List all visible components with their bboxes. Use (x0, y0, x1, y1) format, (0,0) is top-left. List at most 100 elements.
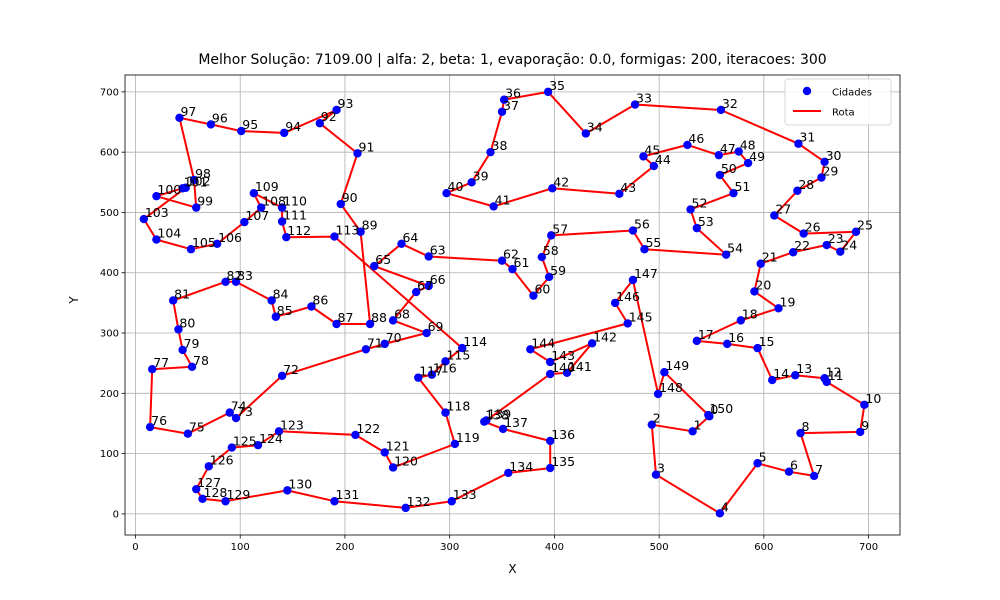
city-point (397, 239, 406, 249)
city-label: 36 (505, 86, 521, 101)
city-label: 48 (740, 138, 756, 153)
city-point (651, 470, 661, 479)
city-label: 10 (865, 391, 881, 406)
city-label: 74 (231, 399, 247, 414)
city-label: 25 (857, 218, 873, 233)
city-label: 126 (210, 452, 234, 467)
x-tick-label: 100 (231, 542, 250, 553)
city-point (353, 149, 362, 158)
city-label: 121 (386, 438, 410, 453)
city-label: 79 (184, 336, 200, 351)
city-label: 9 (861, 418, 869, 433)
city-point (716, 105, 726, 115)
city-label: 147 (634, 266, 658, 281)
city-point (660, 368, 669, 377)
city-point (817, 173, 826, 182)
city-point (240, 217, 249, 227)
city-label: 131 (335, 487, 359, 502)
city-point (414, 373, 423, 382)
city-label: 53 (698, 214, 714, 229)
city-point (212, 239, 222, 249)
city-label: 143 (551, 348, 575, 363)
city-label: 78 (193, 353, 209, 368)
city-point (152, 191, 161, 201)
city-label: 140 (551, 360, 575, 375)
city-point (544, 272, 554, 282)
x-tick-label: 400 (545, 542, 564, 553)
city-label: 103 (145, 205, 169, 220)
x-tick-label: 500 (650, 542, 669, 553)
city-label: 100 (157, 182, 181, 197)
city-point (756, 259, 765, 268)
city-label: 87 (338, 310, 354, 325)
city-label: 90 (342, 190, 358, 205)
y-tick-label: 500 (100, 208, 119, 219)
city-label: 101 (184, 174, 208, 189)
city-point (529, 291, 538, 300)
city-point (547, 231, 556, 240)
city-point (351, 430, 360, 440)
city-label: 124 (259, 431, 283, 446)
city-label: 2 (653, 411, 661, 426)
city-label: 86 (312, 293, 328, 308)
city-point (271, 312, 281, 321)
city-label: 75 (189, 420, 205, 435)
city-point (277, 217, 287, 226)
legend-label-cidades: Cidades (832, 88, 872, 99)
city-label: 67 (417, 278, 433, 293)
city-point (231, 277, 241, 286)
city-point (267, 296, 276, 305)
city-label: 134 (509, 459, 533, 474)
city-point (722, 339, 732, 349)
city-point (221, 277, 230, 286)
y-tick-label: 600 (100, 148, 119, 159)
city-point (653, 389, 663, 399)
city-point (174, 325, 183, 334)
city-point (458, 343, 467, 353)
city-label: 146 (616, 289, 640, 304)
city-label: 37 (503, 98, 519, 113)
city-point (537, 252, 547, 262)
city-label: 58 (543, 243, 559, 258)
city-label: 12 (826, 364, 842, 379)
city-point (543, 87, 553, 97)
city-point (279, 128, 289, 138)
city-point (204, 462, 213, 471)
city-point (424, 252, 433, 261)
city-label: 54 (727, 241, 743, 256)
city-point (856, 427, 865, 437)
city-label: 42 (553, 174, 569, 189)
city-label: 33 (636, 91, 652, 106)
legend-label-rota: Rota (832, 108, 855, 119)
city-point (282, 232, 291, 242)
legend-box (784, 78, 892, 126)
city-point (370, 261, 379, 271)
x-axis-label: X (508, 562, 516, 576)
city-point (809, 471, 819, 481)
city-point (683, 140, 692, 150)
city-point (791, 371, 800, 380)
city-label: 104 (157, 226, 181, 241)
city-label: 34 (587, 119, 603, 134)
city-label: 82 (227, 268, 243, 283)
city-label: 135 (551, 454, 575, 469)
city-label: 18 (742, 306, 758, 321)
city-label: 51 (734, 179, 750, 194)
city-point (546, 357, 555, 367)
city-label: 107 (245, 208, 269, 223)
city-label: 76 (151, 413, 167, 428)
city-point (422, 328, 431, 338)
city-point (499, 95, 509, 104)
city-point (411, 287, 421, 297)
city-point (546, 369, 555, 379)
city-label: 92 (321, 109, 337, 124)
city-label: 21 (762, 250, 778, 265)
city-point (336, 199, 345, 209)
city-label: 6 (790, 458, 798, 473)
city-point (688, 427, 697, 436)
city-point (615, 189, 624, 198)
city-point (145, 422, 155, 432)
route-layer (142, 90, 866, 515)
city-label: 8 (802, 419, 810, 434)
